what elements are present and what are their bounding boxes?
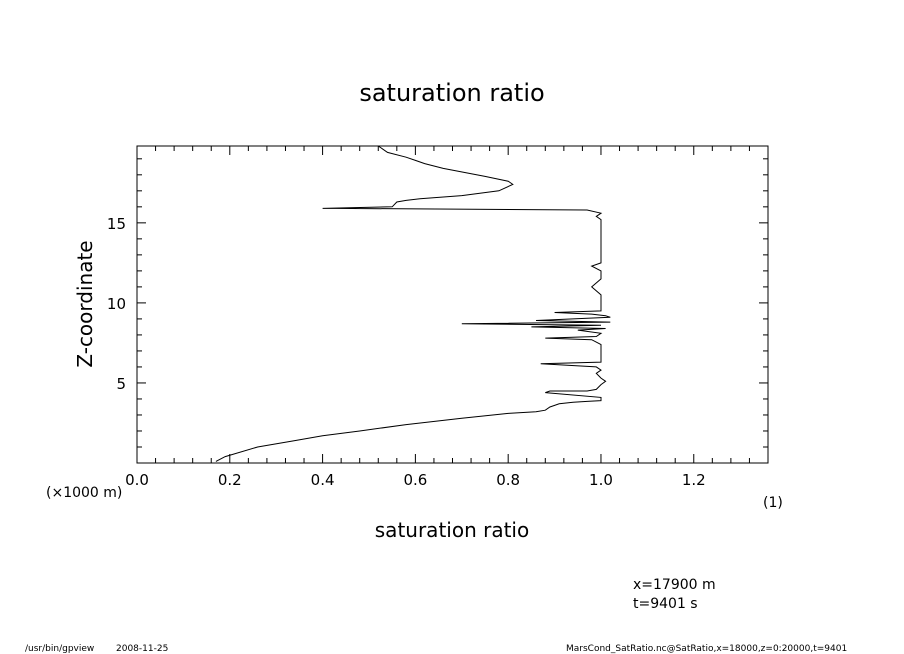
y-tick-label: 10	[107, 295, 126, 313]
x-tick-label: 0.6	[403, 471, 427, 489]
x-tick-label: 0.2	[218, 471, 242, 489]
y-axis-unit: (×1000 m)	[46, 485, 122, 501]
y-tick-label: 5	[116, 375, 126, 393]
x-axis-unit: (1)	[763, 495, 783, 511]
series-line	[215, 145, 611, 462]
x-tick-labels: 0.0 0.2 0.4 0.6 0.8 1.0 1.2	[125, 471, 706, 489]
x-tick-label: 1.2	[682, 471, 706, 489]
chart-title: saturation ratio	[359, 79, 544, 107]
x-tick-label: 0.4	[311, 471, 335, 489]
y-axis-label: Z-coordinate	[73, 240, 97, 367]
time-annotation: t=9401 s	[633, 596, 698, 612]
x-position-annotation: x=17900 m	[633, 577, 716, 593]
footer-program: /usr/bin/gpview	[25, 644, 94, 654]
plot-frame	[136, 145, 769, 464]
x-tick-label: 0.8	[496, 471, 520, 489]
axis-ticks	[136, 146, 769, 463]
footer-source: MarsCond_SatRatio.nc@SatRatio,x=18000,z=…	[566, 644, 847, 654]
y-tick-label: 15	[107, 215, 126, 233]
x-axis-label: saturation ratio	[375, 518, 529, 542]
x-tick-label: 1.0	[589, 471, 613, 489]
x-tick-label: 0.0	[125, 471, 149, 489]
y-tick-labels: 5 10 15	[107, 215, 126, 393]
footer-date: 2008-11-25	[116, 644, 168, 654]
